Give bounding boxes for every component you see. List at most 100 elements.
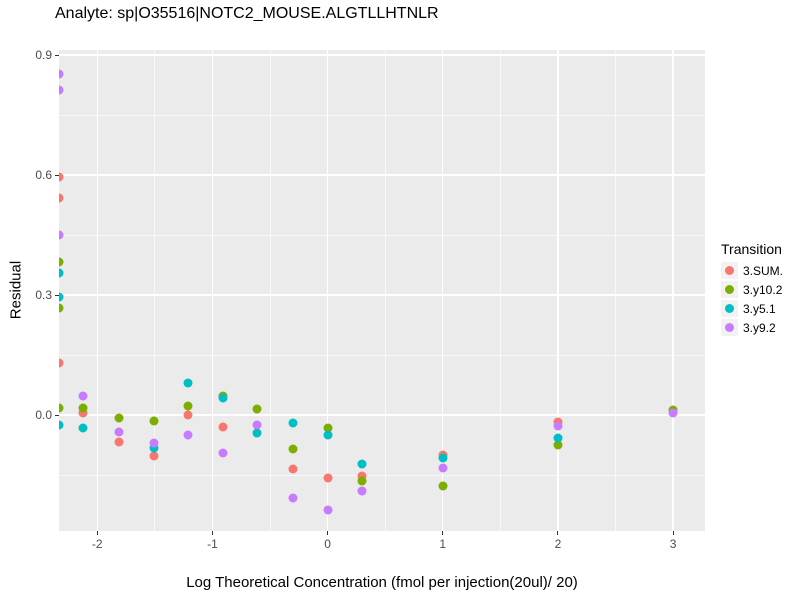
data-point (357, 459, 367, 469)
data-point (553, 421, 563, 431)
data-point (78, 403, 88, 413)
y-axis-tick (55, 294, 59, 296)
data-point (183, 410, 193, 420)
x-axis-tick (672, 531, 674, 535)
gridline-minor-x (269, 50, 271, 531)
x-axis-title: Log Theoretical Concentration (fmol per … (186, 574, 578, 591)
legend-title: Transition (721, 241, 782, 257)
legend-item-label: 3.y9.2 (743, 320, 776, 335)
data-point (323, 423, 333, 433)
legend-item-label: 3.y5.1 (743, 301, 776, 316)
y-tick-label: 0.6 (35, 168, 52, 182)
series-dot-icon (725, 304, 734, 313)
legend-item: 3.SUM. (721, 262, 783, 279)
series-dot-icon (725, 266, 734, 275)
data-point (59, 69, 64, 79)
gridline-major-y (59, 414, 705, 416)
data-point (183, 401, 193, 411)
data-point (59, 303, 64, 313)
data-point (668, 408, 678, 418)
data-point (438, 453, 448, 463)
y-tick-label: 0.0 (35, 408, 52, 422)
data-point (218, 393, 228, 403)
gridline-major-x (442, 50, 444, 531)
y-tick-label: 0.3 (35, 288, 52, 302)
legend-key (721, 262, 738, 279)
legend-item-label: 3.SUM. (743, 263, 784, 278)
y-axis-tick (55, 414, 59, 416)
gridline-minor-x (154, 50, 156, 531)
data-point (438, 481, 448, 491)
data-point (553, 433, 563, 443)
series-dot-icon (725, 323, 734, 332)
x-tick-label: 0 (324, 537, 331, 551)
data-point (59, 193, 64, 203)
data-point (149, 451, 159, 461)
plot-panel (59, 50, 705, 531)
y-tick-label: 0.9 (35, 48, 52, 62)
y-axis-tick (55, 174, 59, 176)
data-point (288, 464, 298, 474)
gridline-major-x (96, 50, 98, 531)
x-axis-tick (442, 531, 444, 535)
data-point (183, 430, 193, 440)
legend-item: 3.y10.2 (721, 281, 783, 298)
legend-key (721, 300, 738, 317)
data-point (114, 413, 124, 423)
gridline-major-y (59, 174, 705, 176)
data-point (59, 403, 64, 413)
plot-title: Analyte: sp|O35516|NOTC2_MOUSE.ALGTLLHTN… (55, 5, 439, 22)
gridline-major-x (211, 50, 214, 531)
x-tick-label: 1 (439, 537, 447, 551)
data-point (288, 493, 298, 503)
data-point (59, 358, 64, 368)
data-point (114, 437, 124, 447)
data-point (59, 85, 64, 95)
legend: Transition 3.SUM. 3.y10.2 3.y5.1 3.y9.2 (721, 241, 783, 338)
data-point (438, 463, 448, 473)
x-tick-label: 3 (669, 537, 677, 551)
gridline-minor-y (59, 354, 705, 356)
series-dot-icon (725, 285, 734, 294)
data-point (114, 427, 124, 437)
data-point (252, 404, 262, 414)
gridline-minor-y (59, 474, 705, 476)
data-point (553, 440, 563, 450)
data-point (218, 448, 228, 458)
legend-item: 3.y9.2 (721, 319, 783, 336)
gridline-minor-x (384, 50, 386, 531)
gridline-minor-x (499, 50, 501, 531)
legend-key (721, 319, 738, 336)
data-point (288, 418, 298, 428)
data-point (59, 257, 64, 267)
data-point (183, 378, 193, 388)
gridline-minor-y (59, 114, 705, 116)
data-point (78, 423, 88, 433)
gridline-major-y (59, 294, 705, 296)
data-point (357, 476, 367, 486)
data-point (218, 422, 228, 432)
x-tick-label: -2 (91, 537, 103, 551)
data-point (357, 486, 367, 496)
x-tick-label: 2 (554, 537, 562, 551)
gridline-major-y (59, 54, 705, 56)
legend-key (721, 281, 738, 298)
y-axis-title: Residual (7, 260, 25, 320)
data-point (252, 420, 262, 430)
gridline-minor-y (59, 234, 705, 236)
data-point (288, 444, 298, 454)
x-tick-label: -1 (207, 537, 218, 551)
data-point (59, 292, 64, 302)
data-point (323, 473, 333, 483)
data-point (323, 505, 333, 515)
data-point (59, 230, 64, 240)
gridline-major-x (557, 50, 559, 531)
gridline-major-x (672, 50, 674, 531)
data-point (59, 268, 64, 278)
x-axis-tick (557, 531, 559, 535)
data-point (78, 408, 88, 418)
data-point (252, 428, 262, 438)
data-point (59, 172, 64, 182)
legend-item: 3.y5.1 (721, 300, 783, 317)
